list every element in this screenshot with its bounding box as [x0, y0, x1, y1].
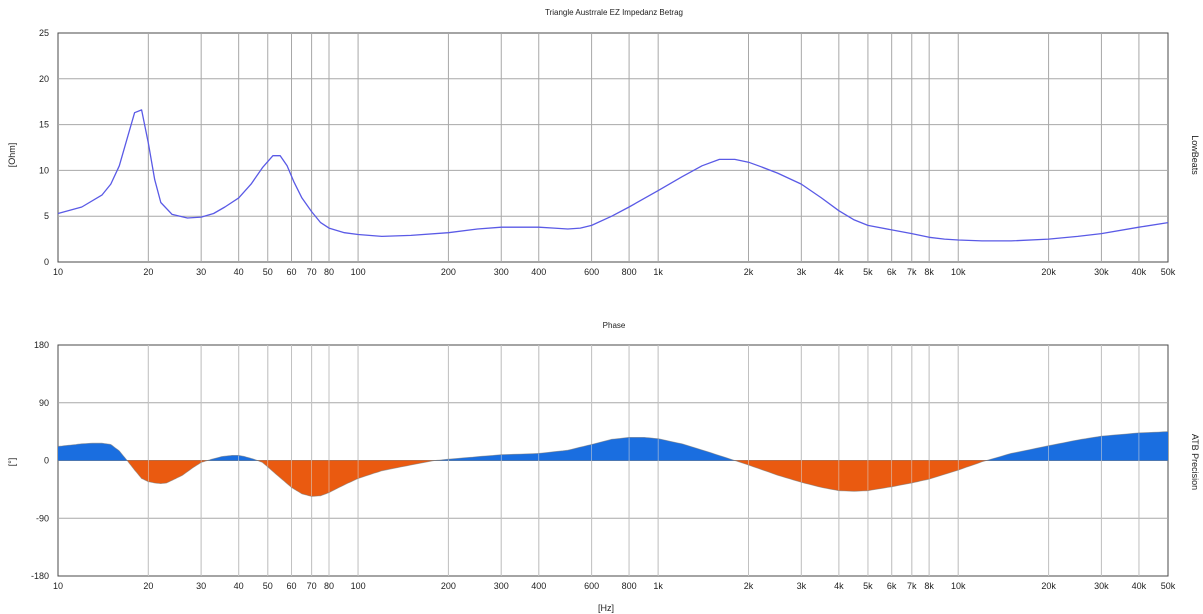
phase-x-tick-label: 30	[196, 581, 206, 591]
impedance-x-tick-label: 40	[234, 267, 244, 277]
phase-x-tick-label: 30k	[1094, 581, 1109, 591]
phase-right-label: ATB Precision	[1190, 434, 1200, 490]
phase-x-tick-label: 8k	[924, 581, 934, 591]
impedance-y-tick-label: 25	[39, 28, 49, 38]
impedance-x-tick-label: 200	[441, 267, 456, 277]
impedance-x-tick-label: 100	[351, 267, 366, 277]
phase-x-tick-label: 7k	[907, 581, 917, 591]
impedance-curve	[57, 109, 1169, 242]
phase-x-tick-label: 70	[307, 581, 317, 591]
impedance-x-tick-label: 300	[494, 267, 509, 277]
impedance-x-tick-label: 4k	[834, 267, 844, 277]
phase-x-tick-label: 800	[622, 581, 637, 591]
phase-x-tick-label: 5k	[863, 581, 873, 591]
impedance-grid	[58, 33, 1168, 262]
impedance-x-tick-label: 1k	[653, 267, 663, 277]
phase-x-tick-label: 80	[324, 581, 334, 591]
impedance-y-tick-label: 20	[39, 74, 49, 84]
impedance-x-tick-label: 70	[307, 267, 317, 277]
phase-x-tick-label: 100	[351, 581, 366, 591]
impedance-x-tick-label: 20k	[1041, 267, 1056, 277]
impedance-y-ticks: 0 5 10 15 20 25	[39, 28, 49, 267]
phase-x-tick-label: 6k	[887, 581, 897, 591]
phase-x-tick-label: 200	[441, 581, 456, 591]
impedance-y-tick-label: 10	[39, 165, 49, 175]
phase-chart: Phase -180 -90 0 90 180 10 20 30 40 50 60 70 80 100 2…	[7, 321, 1200, 613]
phase-y-tick-label: -90	[36, 513, 49, 523]
impedance-x-tick-label: 800	[622, 267, 637, 277]
impedance-x-tick-label: 7k	[907, 267, 917, 277]
impedance-x-tick-label: 400	[531, 267, 546, 277]
phase-x-tick-label: 2k	[744, 581, 754, 591]
phase-x-tick-label: 4k	[834, 581, 844, 591]
impedance-y-tick-label: 0	[44, 257, 49, 267]
phase-curve-outline	[57, 431, 1169, 497]
phase-x-tick-label: 300	[494, 581, 509, 591]
phase-y-tick-label: 0	[44, 456, 49, 466]
phase-x-tick-label: 10	[53, 581, 63, 591]
impedance-x-tick-label: 20	[143, 267, 153, 277]
phase-y-tick-label: -180	[31, 571, 49, 581]
phase-x-tick-label: 50	[263, 581, 273, 591]
phase-x-tick-label: 20	[143, 581, 153, 591]
phase-x-tick-label: 400	[531, 581, 546, 591]
impedance-x-tick-label: 8k	[924, 267, 934, 277]
phase-y-axis-label: [°]	[7, 458, 17, 467]
phase-y-tick-label: 180	[34, 340, 49, 350]
impedance-chart-title: Triangle Austrrale EZ Impedanz Betrag	[545, 8, 683, 17]
impedance-x-ticks: 10 20 30 40 50 60 70 80 100 200 300 400 600 800 1k 2k 3k…	[53, 267, 1176, 277]
phase-x-tick-label: 1k	[653, 581, 663, 591]
impedance-x-tick-label: 30k	[1094, 267, 1109, 277]
phase-x-tick-label: 50k	[1161, 581, 1176, 591]
impedance-chart: Triangle Austrrale EZ Impedanz Betrag 0 5…	[7, 8, 1200, 277]
phase-x-ticks: 10 20 30 40 50 60 70 80 100 200 300 400 600 800 1k 2k 3k…	[53, 581, 1176, 591]
impedance-x-tick-label: 10k	[951, 267, 966, 277]
impedance-curve-layer	[57, 109, 1169, 242]
impedance-x-tick-label: 10	[53, 267, 63, 277]
impedance-x-tick-label: 2k	[744, 267, 754, 277]
phase-x-tick-label: 10k	[951, 581, 966, 591]
phase-curve-layer	[57, 345, 1169, 576]
phase-x-tick-label: 60	[287, 581, 297, 591]
impedance-x-tick-label: 5k	[863, 267, 873, 277]
impedance-x-tick-label: 3k	[797, 267, 807, 277]
impedance-x-tick-label: 50	[263, 267, 273, 277]
phase-x-tick-label: 600	[584, 581, 599, 591]
impedance-y-tick-label: 5	[44, 211, 49, 221]
impedance-x-tick-label: 60	[287, 267, 297, 277]
phase-positive-area	[58, 431, 1168, 461]
phase-chart-title: Phase	[603, 321, 626, 330]
impedance-plot-area	[57, 32, 1169, 263]
phase-y-tick-label: 90	[39, 398, 49, 408]
impedance-x-tick-label: 80	[324, 267, 334, 277]
phase-x-tick-label: 20k	[1041, 581, 1056, 591]
phase-x-tick-label: 40	[234, 581, 244, 591]
phase-x-axis-label: [Hz]	[598, 603, 614, 613]
impedance-x-tick-label: 30	[196, 267, 206, 277]
phase-x-tick-label: 3k	[797, 581, 807, 591]
phase-negative-area	[58, 460, 1168, 497]
impedance-x-tick-label: 6k	[887, 267, 897, 277]
phase-x-tick-label: 40k	[1132, 581, 1147, 591]
impedance-y-tick-label: 15	[39, 120, 49, 130]
phase-y-ticks: -180 -90 0 90 180	[31, 340, 49, 581]
impedance-y-axis-label: [Ohm]	[7, 143, 17, 168]
impedance-right-label: LowBeats	[1190, 135, 1200, 175]
impedance-x-tick-label: 600	[584, 267, 599, 277]
impedance-x-tick-label: 40k	[1132, 267, 1147, 277]
impedance-x-tick-label: 50k	[1161, 267, 1176, 277]
